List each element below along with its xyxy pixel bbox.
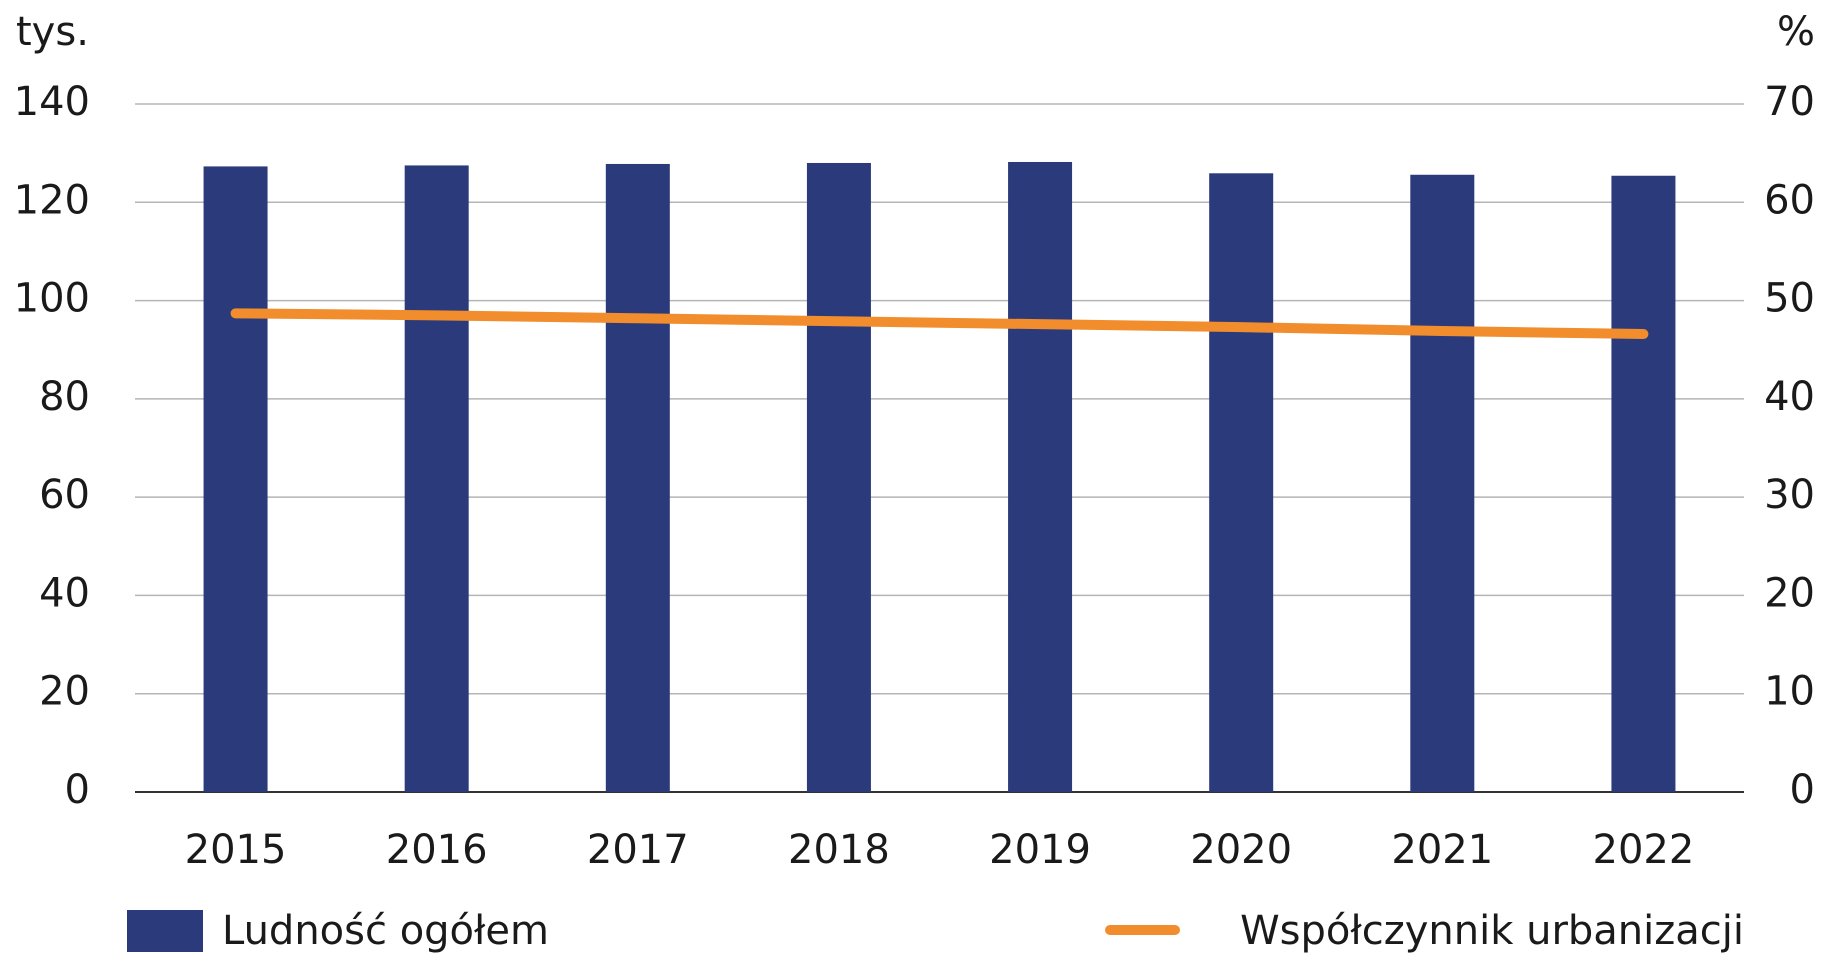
y2-tick-label: 10 — [1764, 669, 1815, 715]
y2-tick-label: 0 — [1790, 767, 1815, 813]
y2-tick-label: 20 — [1764, 570, 1815, 616]
y-tick-label: 140 — [14, 79, 90, 125]
y2-tick-label: 70 — [1764, 79, 1815, 125]
y-tick-label: 40 — [39, 570, 90, 616]
y2-tick-label: 60 — [1764, 177, 1815, 223]
bar — [1209, 173, 1274, 792]
bar — [1611, 175, 1676, 793]
x-tick-label: 2020 — [1190, 827, 1292, 873]
y-tick-label: 60 — [39, 472, 90, 518]
bar — [203, 166, 268, 792]
x-tick-label: 2016 — [386, 827, 488, 873]
x-tick-label: 2017 — [587, 827, 689, 873]
y-tick-label: 80 — [39, 374, 90, 420]
y2-tick-label: 40 — [1764, 374, 1815, 420]
bar — [404, 165, 469, 792]
bar — [806, 162, 871, 792]
x-tick-label: 2018 — [788, 827, 890, 873]
y2-tick-label: 30 — [1764, 472, 1815, 518]
x-tick-label: 2022 — [1593, 827, 1695, 873]
line — [230, 308, 1649, 339]
legend-label: Ludność ogółem — [222, 908, 549, 954]
y2-axis-label: % — [1777, 9, 1815, 55]
bar — [605, 163, 670, 792]
x-tick-label: 2021 — [1391, 827, 1493, 873]
y-tick-label: 100 — [14, 276, 90, 322]
y2-tick-label: 50 — [1764, 276, 1815, 322]
y-tick-label: 20 — [39, 669, 90, 715]
x-tick-label: 2019 — [989, 827, 1091, 873]
y-axis-label: tys. — [16, 9, 89, 55]
legend-swatch — [127, 910, 203, 952]
legend-label: Współczynnik urbanizacji — [1240, 908, 1744, 954]
bar — [1008, 161, 1073, 792]
y-tick-label: 0 — [65, 767, 90, 813]
y-tick-label: 120 — [14, 177, 90, 223]
x-tick-label: 2015 — [185, 827, 287, 873]
bar — [1410, 174, 1475, 792]
